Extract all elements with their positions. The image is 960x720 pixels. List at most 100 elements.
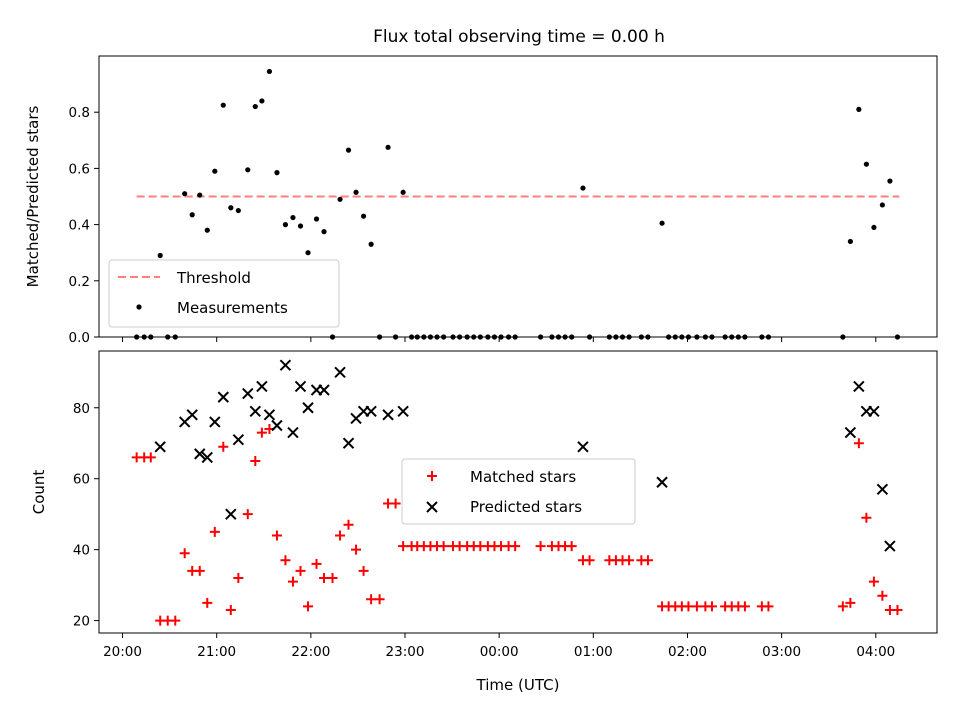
matched-star-point: [335, 530, 346, 541]
predicted-star-point: [397, 405, 409, 418]
matched-star-point: [202, 597, 213, 608]
predicted-star-point: [217, 391, 229, 403]
matched-star-point: [311, 558, 322, 569]
measurement-point: [879, 202, 885, 208]
predicted-star-point: [656, 476, 668, 488]
matched-star-point: [327, 573, 338, 584]
predicted-star-point: [334, 366, 346, 378]
matched-star-point: [271, 530, 282, 541]
top-y-axis-label: Matched/Predicted stars: [24, 106, 42, 288]
bottom-y-axis-label: Count: [30, 470, 48, 515]
matched-star-point: [438, 541, 449, 552]
bottom-legend-frame: [401, 458, 636, 525]
predicted-star-point: [853, 380, 865, 393]
legend-matched-label: Matched stars: [470, 468, 576, 486]
chart-title: Flux total observing time = 0.00 h: [373, 27, 665, 47]
matched-star-point: [868, 576, 879, 587]
predicted-star-point: [342, 437, 355, 449]
measurement-point: [659, 220, 665, 226]
legend-threshold-label: Threshold: [176, 269, 251, 287]
matched-star-point: [398, 541, 409, 552]
bottom-plot-frame: [98, 350, 938, 634]
measurement-point: [297, 223, 304, 229]
bottom-y-tick-label: 60: [73, 472, 90, 488]
legend-predicted-label: Predicted stars: [470, 498, 582, 516]
predicted-star-point: [225, 508, 237, 520]
top-panel: 0.0 0.2 0.4 0.6 0.8 Matched/Predicted stars Th…: [24, 55, 938, 346]
matched-star-point: [763, 601, 774, 612]
predicted-star-point: [318, 384, 330, 396]
top-legend: Threshold Measurements: [108, 259, 340, 328]
bottom-x-tick-label: 20:00: [103, 644, 142, 660]
top-y-tick-label: 0.0: [69, 330, 90, 346]
bottom-panel: 20 40 60 80 20:00 21:00 22:00 23:00 00:00 01:00 02…: [30, 350, 938, 694]
measurement-point: [305, 250, 311, 256]
measurement-point: [212, 168, 218, 174]
legend-predicted-swatch: [426, 501, 438, 513]
matched-star-point: [624, 555, 635, 566]
matched-star-point: [145, 452, 156, 463]
measurement-point: [228, 205, 234, 211]
matched-star-point: [209, 526, 220, 537]
measurement-point: [252, 103, 258, 110]
matched-star-point: [683, 601, 694, 612]
measurement-point: [204, 227, 210, 233]
predicted-star-point: [884, 540, 896, 552]
bottom-y-tick-label: 40: [73, 543, 90, 559]
bottom-x-tick-label: 02:00: [668, 644, 707, 660]
matched-star-point: [225, 604, 236, 615]
bottom-y-tick-label: 80: [73, 401, 90, 417]
predicted-star-point: [209, 416, 221, 428]
predicted-star-point: [577, 441, 589, 453]
measurement-point: [385, 144, 391, 150]
measurement-point: [245, 167, 251, 173]
matched-star-point: [194, 565, 205, 576]
matched-star-point: [250, 455, 261, 466]
measurement-point: [863, 161, 869, 167]
legend-matched-swatch: [427, 471, 437, 481]
matched-star-point: [510, 541, 521, 552]
measurement-point: [266, 68, 273, 75]
matched-star-point: [179, 548, 190, 559]
measurement-point: [197, 192, 203, 198]
bottom-x-tick-label: 03:00: [762, 644, 801, 660]
measurement-point: [580, 185, 586, 191]
top-legend-frame: [108, 259, 340, 328]
matched-star-point: [374, 594, 385, 605]
measurement-point: [856, 106, 862, 112]
predicted-star-point: [249, 405, 262, 418]
matched-star-point: [877, 590, 888, 601]
top-plot-frame: [98, 55, 938, 338]
matched-star-point: [256, 427, 267, 438]
matched-star-point: [706, 601, 717, 612]
matched-star-point: [358, 565, 369, 576]
predicted-star-point: [256, 380, 268, 393]
measurement-point: [182, 191, 188, 197]
matched-star-point: [535, 541, 546, 552]
bottom-y-tick-label: 20: [73, 614, 90, 630]
predicted-star-point: [287, 426, 299, 439]
matched-star-point: [233, 573, 244, 584]
legend-measurements-label: Measurements: [177, 299, 288, 317]
bottom-x-tick-label: 21:00: [197, 644, 236, 660]
top-y-tick-label: 0.8: [69, 105, 90, 121]
measurement-point: [345, 147, 352, 153]
matched-star-point: [366, 594, 377, 605]
measurement-point: [887, 178, 893, 184]
matched-star-point: [295, 565, 306, 576]
matched-star-point: [584, 555, 595, 566]
measurement-point: [290, 214, 296, 221]
matched-star-point: [837, 601, 848, 612]
top-y-tick-label: 0.6: [69, 161, 90, 177]
measurement-point: [368, 241, 374, 247]
x-axis-label: Time (UTC): [476, 676, 560, 694]
bottom-x-tick-label: 23:00: [386, 644, 425, 660]
matched-star-point: [892, 604, 903, 615]
matched-star-point: [642, 555, 653, 566]
bottom-legend: Matched stars Predicted stars: [401, 458, 636, 525]
measurement-point: [400, 189, 406, 195]
measurement-point: [259, 98, 265, 104]
matched-star-point: [351, 544, 362, 555]
predicted-star-point: [154, 441, 166, 453]
